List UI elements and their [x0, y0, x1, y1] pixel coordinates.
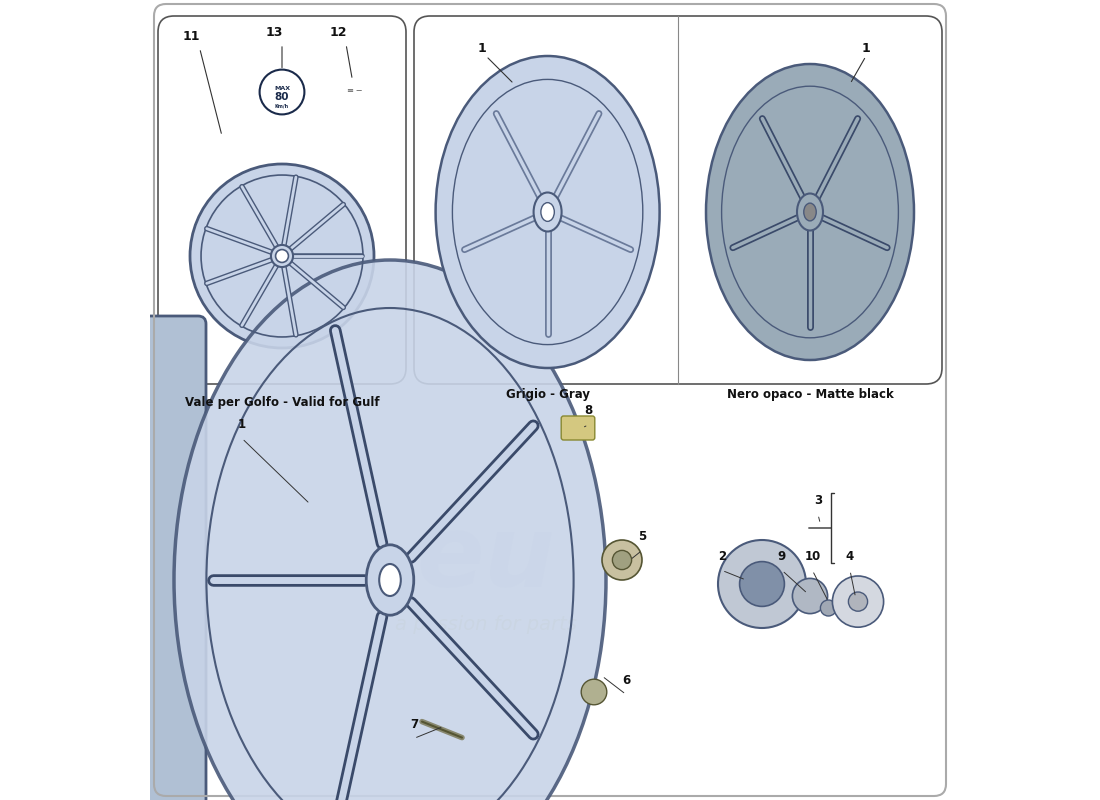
Text: 4: 4: [846, 550, 854, 562]
Text: 7: 7: [410, 718, 418, 730]
Ellipse shape: [174, 260, 606, 800]
Circle shape: [276, 250, 288, 262]
Text: Km/h: Km/h: [275, 104, 289, 109]
Ellipse shape: [706, 64, 914, 360]
Circle shape: [602, 540, 642, 580]
FancyBboxPatch shape: [118, 316, 206, 800]
Ellipse shape: [436, 56, 660, 368]
Circle shape: [613, 550, 631, 570]
Ellipse shape: [798, 194, 823, 230]
Circle shape: [271, 245, 293, 267]
Ellipse shape: [541, 202, 554, 222]
Circle shape: [739, 562, 784, 606]
Text: 12: 12: [329, 26, 346, 38]
Text: Grigio - Gray: Grigio - Gray: [506, 388, 590, 401]
Text: 3: 3: [814, 494, 822, 506]
Circle shape: [190, 164, 374, 348]
Text: 5: 5: [638, 530, 646, 542]
Text: 13: 13: [265, 26, 283, 38]
Text: 11: 11: [183, 30, 200, 42]
Text: MAX: MAX: [274, 86, 290, 90]
Ellipse shape: [366, 545, 414, 615]
Text: eu: eu: [417, 511, 556, 609]
Circle shape: [581, 679, 607, 705]
Ellipse shape: [379, 564, 400, 596]
Text: 1: 1: [238, 418, 246, 430]
Ellipse shape: [804, 203, 816, 221]
FancyBboxPatch shape: [561, 416, 595, 440]
Circle shape: [792, 578, 827, 614]
Circle shape: [821, 600, 836, 616]
Text: 10: 10: [804, 550, 821, 562]
Circle shape: [833, 576, 883, 627]
Text: 1: 1: [477, 42, 486, 54]
Text: 9: 9: [778, 550, 786, 562]
Circle shape: [718, 540, 806, 628]
Text: 2: 2: [718, 550, 726, 562]
Ellipse shape: [534, 193, 562, 231]
Text: a passion for parts: a passion for parts: [395, 614, 576, 634]
Text: 80: 80: [275, 92, 289, 102]
Text: 8: 8: [584, 404, 593, 417]
Text: ≡ ─: ≡ ─: [346, 86, 361, 95]
Text: 6: 6: [621, 674, 630, 686]
Text: 1: 1: [861, 42, 870, 54]
Circle shape: [848, 592, 868, 611]
Text: Vale per Golfo - Valid for Gulf: Vale per Golfo - Valid for Gulf: [185, 396, 380, 409]
Circle shape: [260, 70, 305, 114]
Text: Nero opaco - Matte black: Nero opaco - Matte black: [727, 388, 893, 401]
